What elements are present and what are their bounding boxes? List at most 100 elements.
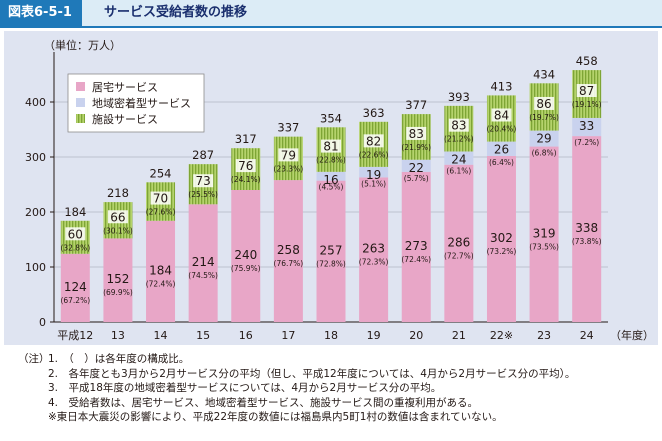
total-label-1: 218: [107, 186, 129, 200]
pct-facility-11: (19.7%): [529, 113, 559, 122]
note-text-3: 3. 平成18年度の地域密着型サービスについては、4月から2月サービス分の平均。: [48, 382, 442, 394]
pct-home-care-12: (73.8%): [572, 237, 602, 246]
pct-facility-12: (19.1%): [572, 100, 602, 109]
y-tick-label-1: 100: [25, 261, 46, 274]
pct-home-care-5: (76.7%): [274, 259, 304, 268]
bar-home-care-6: [316, 180, 346, 322]
value-home-care-12: 338: [575, 221, 598, 235]
value-bg-facility-7: [363, 134, 384, 148]
legend-label-0: 居宅サービス: [92, 80, 158, 94]
value-bg-facility-12: [576, 84, 597, 98]
value-bg-facility-2: [150, 191, 171, 205]
x-tick-label-9: 21: [452, 329, 466, 342]
pct-facility-3: (25.5%): [188, 190, 218, 199]
figure-number: 図表6-5-1: [0, 0, 82, 26]
pct-community-12: (7.2%): [574, 138, 599, 147]
x-tick-label-12: 24: [580, 329, 594, 342]
value-community-6: 16: [323, 173, 338, 187]
pct-home-care-2: (72.4%): [146, 279, 176, 288]
value-bg-facility-3: [193, 174, 214, 188]
note-text-2: 2. 各年度とも3月から2月サービス分の平均（但し、平成12年度については、4月…: [48, 367, 576, 380]
pct-home-care-10: (73.2%): [487, 247, 517, 256]
y-tick-label-0: 0: [39, 316, 46, 329]
total-label-2: 254: [150, 166, 172, 180]
x-tick-label-2: 14: [154, 329, 168, 342]
x-tick-label-0: 平成12: [57, 329, 93, 342]
value-community-8: 22: [409, 161, 424, 175]
value-facility-4: 76: [238, 159, 253, 173]
x-tick-label-5: 17: [281, 329, 295, 342]
pct-community-8: (5.7%): [404, 174, 429, 183]
value-facility-10: 84: [494, 109, 509, 123]
total-label-12: 458: [576, 54, 598, 68]
value-facility-12: 87: [579, 84, 594, 98]
y-tick-label-3: 300: [25, 151, 46, 164]
bar-home-care-11: [529, 146, 559, 322]
value-home-care-1: 152: [106, 272, 129, 286]
pct-home-care-4: (75.9%): [231, 264, 261, 273]
value-community-10: 26: [494, 143, 509, 157]
legend-swatch-1: [76, 98, 85, 107]
pct-facility-6: (22.8%): [316, 156, 346, 165]
pct-home-care-6: (72.8%): [316, 259, 346, 268]
note-line-3: 3. 平成18年度の地域密着型サービスについては、4月から2月サービス分の平均。: [18, 381, 658, 396]
total-label-0: 184: [64, 205, 86, 219]
pct-facility-2: (27.6%): [146, 208, 176, 217]
bar-home-care-9: [444, 164, 474, 322]
pct-home-care-3: (74.5%): [188, 271, 218, 280]
bar-home-care-4: [231, 190, 261, 322]
note-line-5: ※東日本大震災の影響により、平成22年度の数値には福島県内5町1村の数値は含まれ…: [18, 410, 658, 425]
x-tick-label-10: 22※: [490, 329, 513, 342]
value-facility-0: 60: [68, 227, 83, 241]
x-tick-label-6: 18: [324, 329, 338, 342]
y-tick-label-2: 200: [25, 206, 46, 219]
pct-community-9: (6.1%): [446, 167, 471, 176]
value-bg-facility-9: [448, 118, 469, 132]
legend-swatch-0: [76, 82, 85, 91]
x-tick-label-8: 20: [409, 329, 423, 342]
value-facility-5: 79: [281, 148, 296, 162]
figure-title: サービス受給者数の推移: [104, 5, 248, 20]
pct-home-care-9: (72.7%): [444, 251, 474, 260]
pct-facility-0: (32.8%): [60, 243, 90, 252]
pct-facility-8: (21.9%): [401, 143, 431, 152]
bar-home-care-8: [401, 171, 431, 322]
value-bg-facility-11: [534, 96, 555, 110]
note-text-4: 4. 受給者数は、居宅サービス、地域密着型サービス、施設サービス間の重複利用があ…: [48, 396, 479, 409]
bar-home-care-2: [146, 220, 176, 322]
value-bg-facility-8: [406, 126, 427, 140]
pct-home-care-1: (69.9%): [103, 288, 133, 297]
value-community-11: 29: [536, 132, 551, 146]
bar-home-care-0: [60, 253, 90, 322]
bar-home-care-12: [572, 136, 602, 322]
bar-home-care-10: [486, 155, 516, 322]
pct-home-care-0: (67.2%): [60, 296, 90, 305]
value-facility-11: 86: [536, 97, 551, 111]
value-bg-facility-5: [278, 148, 299, 162]
figure-header: 図表6-5-1 サービス受給者数の推移: [0, 0, 662, 28]
notes-prefix: （注）: [18, 353, 50, 365]
pct-facility-7: (22.6%): [359, 150, 389, 159]
value-facility-7: 82: [366, 134, 381, 148]
value-home-care-11: 319: [533, 226, 556, 240]
pct-facility-10: (20.4%): [487, 125, 517, 134]
pct-community-6: (4.5%): [319, 183, 344, 192]
pct-facility-9: (21.2%): [444, 135, 474, 144]
total-label-7: 363: [363, 106, 385, 120]
note-line-4: 4. 受給者数は、居宅サービス、地域密着型サービス、施設サービス間の重複利用があ…: [18, 396, 658, 411]
value-home-care-3: 214: [192, 255, 215, 269]
x-tick-label-1: 13: [111, 329, 125, 342]
unit-label: （単位：万人）: [44, 38, 121, 52]
value-bg-facility-4: [235, 159, 256, 173]
value-facility-8: 83: [409, 127, 424, 141]
pct-home-care-8: (72.4%): [401, 255, 431, 264]
stacked-bar-chart: （単位：万人） 0 100 200 300 400 124 (67.2%) 60 (32.8%) 1…: [25, 38, 654, 342]
pct-home-care-11: (73.5%): [529, 242, 559, 251]
value-home-care-7: 263: [362, 242, 385, 256]
notes-section: （注） 1. （ ）は各年度の構成比。 2. 各年度とも3月から2月サービス分の…: [18, 352, 658, 425]
value-facility-1: 66: [110, 210, 125, 224]
pct-facility-1: (30.1%): [103, 226, 133, 235]
pct-community-11: (6.8%): [532, 149, 557, 158]
pct-facility-4: (24.1%): [231, 175, 261, 184]
legend-label-2: 施設サービス: [92, 112, 158, 126]
